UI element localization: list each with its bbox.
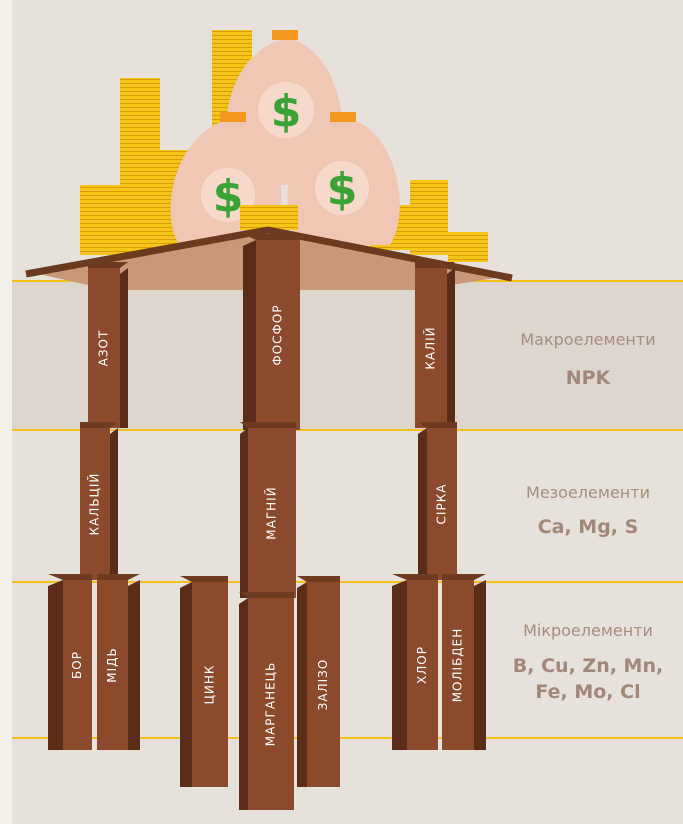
pillar [192, 582, 228, 787]
pillar-top [48, 574, 92, 580]
pillar-top [243, 234, 300, 240]
level-elements: B, Cu, Zn, Mn, [513, 655, 663, 677]
svg-text:$: $ [271, 86, 302, 137]
levels: Макроелементи NPK Мезоелементи Ca, Mg, S… [513, 330, 663, 703]
pillar-side [110, 428, 118, 580]
pillar-label: БОР [70, 651, 84, 679]
pillar-label: МАГНІЙ [264, 486, 279, 539]
pillar-top [239, 592, 294, 598]
pillar-top [180, 576, 228, 582]
pillar [307, 582, 340, 787]
treasure: $ $ $ [80, 30, 488, 262]
pillar-label: АЗОТ [97, 330, 111, 367]
pillar [88, 268, 120, 428]
pillar-label: ЦИНК [203, 665, 217, 705]
pillar-side [297, 582, 307, 787]
pillar [427, 428, 457, 580]
pillar-label: ЗАЛІЗО [316, 659, 330, 711]
pillar-top [88, 262, 128, 268]
level-elements: Fe, Mo, Cl [535, 681, 640, 703]
pillar-side [243, 240, 256, 430]
pillar-top [297, 576, 340, 582]
pillar-top [415, 262, 455, 268]
pillar-top [442, 574, 486, 580]
pillar [80, 428, 110, 580]
pillar-label: СІРКА [435, 484, 449, 525]
pillar [248, 598, 294, 810]
pillar [97, 580, 128, 750]
pillar-side [128, 580, 140, 750]
pillar-side [447, 268, 455, 428]
pillar [248, 428, 296, 598]
pillar-side [120, 268, 128, 428]
pillar [415, 268, 447, 428]
pillar-side [474, 580, 486, 750]
pillar-side [418, 428, 427, 580]
pillar [442, 580, 474, 750]
pillar-label: ХЛОР [415, 646, 429, 684]
pillar-side [48, 580, 63, 750]
pillars: АЗОТ ФОСФОР КАЛІЙ КАЛЬЦІЙ МАГНІЙ СІРКА БОР МІДЬ… [48, 234, 486, 810]
pillar-top [97, 574, 140, 580]
margin [0, 0, 12, 824]
pillar-label: ФОСФОР [271, 304, 285, 365]
svg-text:$: $ [327, 164, 358, 215]
level-name: Мікроелементи [523, 621, 653, 640]
pillar-side [240, 428, 248, 598]
pillar-label: МОЛІБДЕН [451, 628, 465, 703]
pillar-label: МАРГАНЕЦЬ [264, 662, 278, 746]
pillar-side [180, 582, 192, 787]
svg-text:$: $ [213, 171, 244, 222]
pillar [407, 580, 438, 750]
level-name: Макроелементи [520, 330, 655, 349]
pillar [63, 580, 92, 750]
level-elements: Ca, Mg, S [538, 516, 639, 538]
pillar-side [392, 580, 407, 750]
pillar-top [80, 422, 118, 428]
pillar-top [418, 422, 457, 428]
pillar-side [239, 598, 248, 810]
pillar-label: КАЛІЙ [423, 326, 438, 369]
pillar-label: КАЛЬЦІЙ [87, 473, 102, 536]
pillar-label: МІДЬ [105, 647, 119, 683]
pillar [256, 240, 300, 430]
level-elements: NPK [566, 367, 612, 389]
pillar-top [392, 574, 438, 580]
level-name: Мезоелементи [526, 483, 650, 502]
pillar-top [240, 422, 296, 428]
